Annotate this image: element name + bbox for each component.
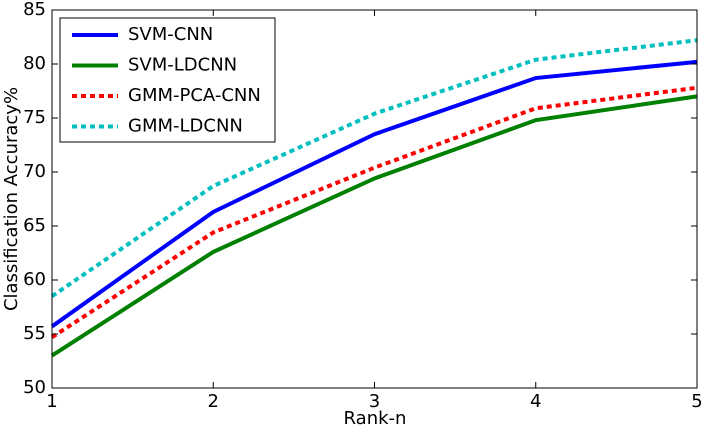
data-line [50,38,698,298]
legend-box [59,17,276,143]
x-tick-label: 5 [691,391,702,412]
data-line [50,94,698,358]
y-tick-label: 60 [23,269,46,290]
x-axis-label: Rank-n [344,408,407,429]
legend-label: GMM-PCA-CNN [128,85,261,106]
y-tick-label: 80 [23,53,46,74]
y-tick-label: 55 [23,323,46,344]
legend-label: GMM-LDCNN [128,116,243,137]
y-tick-label: 50 [23,377,46,398]
legend-label: SVM-LDCNN [128,55,237,76]
legend: SVM-CNN SVM-LDCNN GMM-PCA-CNN GMM-LDCNN [59,17,276,143]
y-tick-label: 75 [23,107,46,128]
x-tick-label: 2 [208,391,219,412]
y-tick-label: 85 [23,0,46,20]
data-line [50,85,698,339]
x-tick-label: 3 [369,391,380,412]
x-tick-label: 1 [46,391,57,412]
y-tick-label: 65 [23,215,46,236]
legend-label: SVM-CNN [128,24,213,45]
x-tick-label: 4 [530,391,541,412]
data-line [50,59,698,329]
y-tick-label: 70 [23,161,46,182]
y-axis-label: Classification Accuracy% [1,87,22,311]
